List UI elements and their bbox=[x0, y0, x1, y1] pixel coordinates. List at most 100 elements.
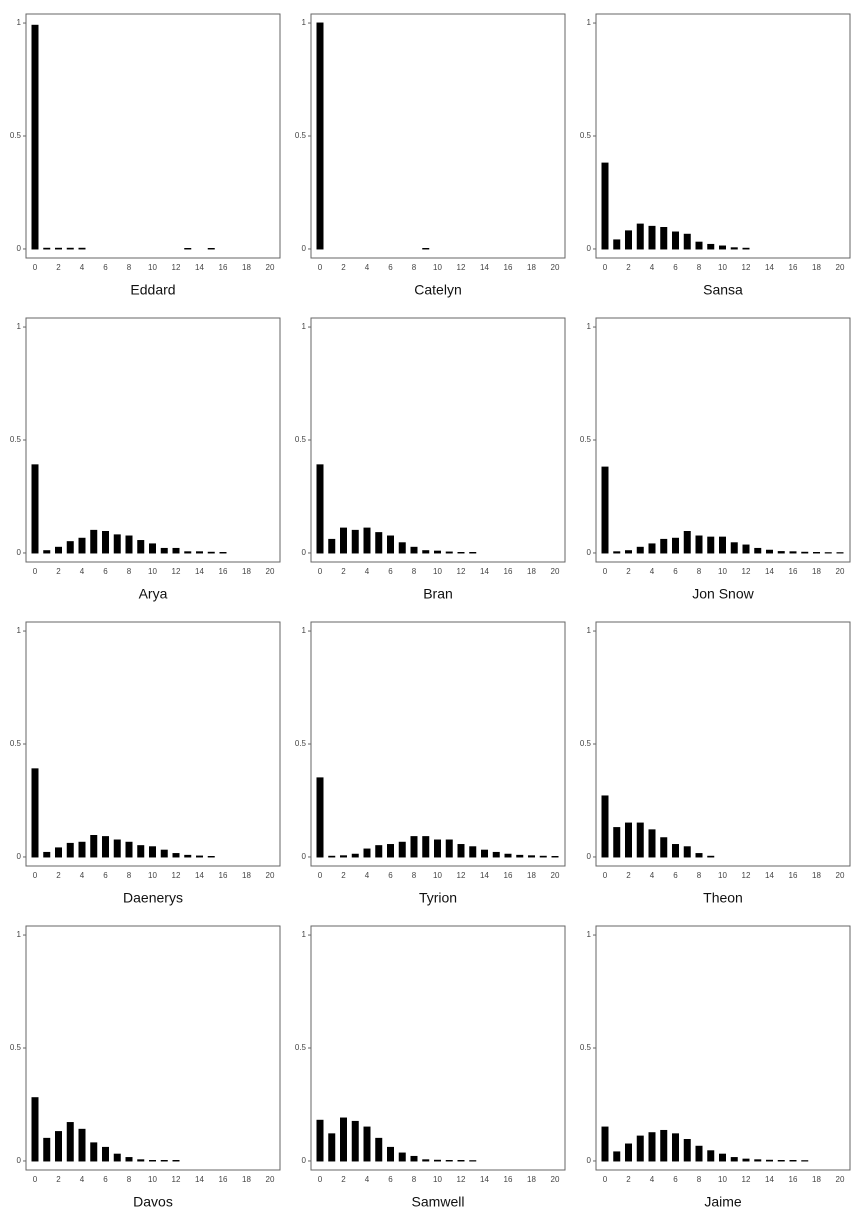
x-tick-label: 8 bbox=[127, 871, 132, 880]
bar bbox=[481, 849, 488, 858]
x-tick-label: 12 bbox=[742, 567, 751, 576]
x-tick-label: 12 bbox=[172, 567, 181, 576]
x-tick-label: 10 bbox=[148, 567, 157, 576]
plot-frame bbox=[595, 621, 851, 867]
bar bbox=[434, 550, 441, 554]
y-tick-label: 0 bbox=[302, 244, 307, 253]
bar bbox=[196, 551, 203, 554]
bar bbox=[160, 849, 168, 858]
panel-title: Catelyn bbox=[414, 282, 461, 298]
panel-title: Jon Snow bbox=[692, 586, 754, 602]
bar bbox=[445, 551, 453, 554]
bar bbox=[719, 1153, 726, 1162]
x-tick-label: 16 bbox=[504, 263, 513, 272]
x-tick-label: 2 bbox=[56, 567, 61, 576]
x-tick-label: 2 bbox=[56, 263, 61, 272]
bar bbox=[422, 836, 430, 858]
bar bbox=[516, 854, 524, 858]
x-tick-label: 0 bbox=[603, 263, 608, 272]
x-tick-label: 6 bbox=[103, 1175, 108, 1184]
bar bbox=[672, 231, 679, 250]
x-tick-label: 20 bbox=[266, 567, 275, 576]
x-tick-label: 16 bbox=[219, 567, 228, 576]
bar bbox=[375, 1137, 383, 1162]
bar bbox=[672, 537, 679, 554]
x-tick-label: 6 bbox=[388, 871, 393, 880]
bar bbox=[672, 1133, 679, 1162]
bar bbox=[316, 777, 324, 858]
x-tick-label: 6 bbox=[388, 263, 393, 272]
x-tick-label: 0 bbox=[603, 567, 608, 576]
x-tick-label: 18 bbox=[527, 1175, 536, 1184]
x-tick-label: 0 bbox=[318, 1175, 323, 1184]
x-tick-label: 10 bbox=[148, 1175, 157, 1184]
x-tick-label: 8 bbox=[412, 1175, 417, 1184]
bar bbox=[648, 543, 656, 554]
bar bbox=[102, 836, 109, 858]
panel-title: Samwell bbox=[412, 1194, 465, 1210]
x-tick-label: 20 bbox=[266, 1175, 275, 1184]
bar bbox=[410, 1155, 418, 1162]
bar bbox=[351, 1120, 359, 1162]
bar bbox=[55, 847, 62, 858]
x-tick-label: 2 bbox=[341, 263, 346, 272]
x-tick-label: 6 bbox=[103, 263, 108, 272]
bar bbox=[766, 1159, 773, 1162]
x-tick-label: 10 bbox=[718, 263, 727, 272]
plot-frame bbox=[595, 925, 851, 1171]
bar bbox=[422, 1159, 430, 1162]
x-tick-label: 16 bbox=[219, 263, 228, 272]
bar bbox=[137, 845, 145, 858]
y-tick-label: 0.5 bbox=[580, 1043, 592, 1052]
bar bbox=[363, 848, 371, 858]
x-tick-label: 12 bbox=[457, 1175, 466, 1184]
x-tick-label: 10 bbox=[433, 263, 442, 272]
bar bbox=[683, 233, 691, 250]
bar bbox=[660, 227, 668, 250]
x-tick-label: 14 bbox=[195, 567, 204, 576]
y-tick-label: 1 bbox=[17, 322, 22, 331]
bar bbox=[636, 223, 644, 250]
x-tick-label: 14 bbox=[480, 871, 489, 880]
bar bbox=[625, 1143, 632, 1162]
x-tick-label: 16 bbox=[789, 871, 798, 880]
x-tick-label: 16 bbox=[789, 567, 798, 576]
x-tick-label: 2 bbox=[626, 567, 631, 576]
y-tick-label: 0.5 bbox=[295, 435, 307, 444]
y-tick-label: 0.5 bbox=[295, 131, 307, 140]
x-tick-label: 20 bbox=[551, 567, 560, 576]
bar bbox=[695, 853, 703, 858]
x-tick-label: 12 bbox=[457, 567, 466, 576]
bar bbox=[648, 1132, 656, 1162]
bar bbox=[801, 551, 809, 554]
x-tick-label: 4 bbox=[365, 871, 370, 880]
bar bbox=[113, 534, 121, 554]
x-tick-label: 14 bbox=[765, 871, 774, 880]
y-tick-label: 1 bbox=[17, 626, 22, 635]
panel-title: Tyrion bbox=[419, 890, 457, 906]
plot-frame bbox=[25, 621, 281, 867]
bar bbox=[31, 464, 39, 554]
bar bbox=[387, 1146, 394, 1162]
bar bbox=[613, 239, 621, 250]
bar bbox=[648, 225, 656, 250]
bar bbox=[445, 839, 453, 858]
bar bbox=[528, 855, 535, 858]
x-tick-label: 4 bbox=[650, 1175, 655, 1184]
x-tick-label: 0 bbox=[33, 263, 38, 272]
bar bbox=[66, 247, 74, 250]
x-tick-label: 12 bbox=[172, 263, 181, 272]
bar bbox=[125, 1157, 133, 1162]
y-tick-label: 0.5 bbox=[10, 1043, 22, 1052]
x-tick-label: 20 bbox=[836, 263, 845, 272]
bar bbox=[777, 551, 785, 554]
x-tick-label: 6 bbox=[673, 871, 678, 880]
bar bbox=[316, 22, 324, 250]
y-tick-label: 1 bbox=[17, 930, 22, 939]
bar bbox=[601, 1126, 609, 1162]
bar bbox=[719, 245, 726, 250]
bar bbox=[695, 535, 703, 554]
bar bbox=[648, 829, 656, 858]
plot-frame bbox=[25, 925, 281, 1171]
